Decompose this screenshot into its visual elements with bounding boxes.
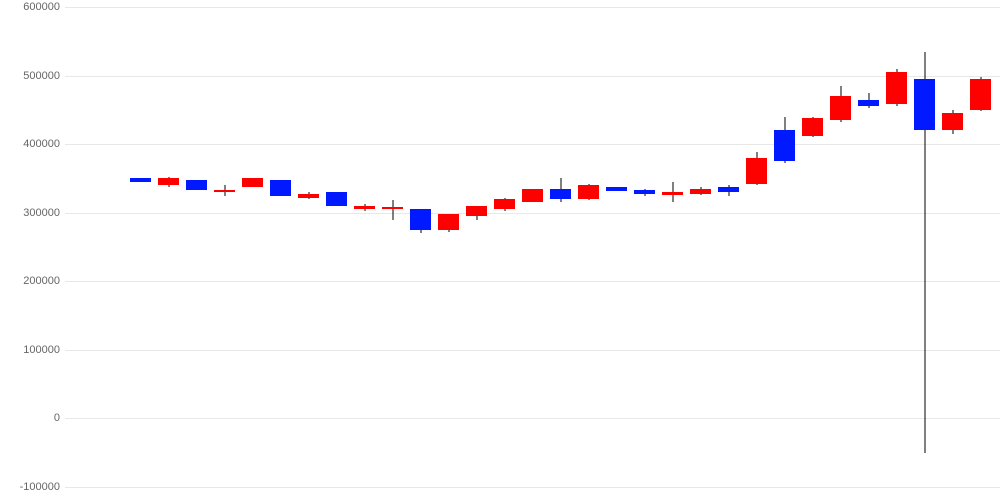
candle — [214, 0, 235, 500]
candle-body — [662, 192, 683, 195]
candlestick-chart: -100000 0 100000 200000 300000 400000 500000 60… — [0, 0, 1000, 500]
candle — [886, 0, 907, 500]
candle-body — [298, 194, 319, 197]
y-tick-label: 100000 — [5, 344, 60, 356]
candle-body — [718, 187, 739, 192]
candle-body — [970, 79, 991, 110]
candle-body — [634, 190, 655, 193]
candle — [802, 0, 823, 500]
candle-body — [886, 72, 907, 104]
candle — [662, 0, 683, 500]
candle — [550, 0, 571, 500]
candle — [858, 0, 879, 500]
candle — [774, 0, 795, 500]
candle-body — [214, 190, 235, 192]
candle-body — [438, 214, 459, 230]
candle-body — [830, 96, 851, 120]
candle-body — [186, 180, 207, 190]
candle — [130, 0, 151, 500]
candle-body — [942, 113, 963, 130]
candle-body — [522, 189, 543, 203]
candle-body — [494, 199, 515, 209]
candle-body — [550, 189, 571, 199]
candle — [494, 0, 515, 500]
candle-body — [858, 100, 879, 107]
y-tick-label: 0 — [5, 412, 60, 424]
candle — [830, 0, 851, 500]
candle-body — [242, 178, 263, 186]
candle — [186, 0, 207, 500]
y-tick-label: 500000 — [5, 70, 60, 82]
candle — [158, 0, 179, 500]
candle-body — [466, 206, 487, 216]
candle-body — [774, 130, 795, 161]
candle-body — [326, 192, 347, 206]
candle — [466, 0, 487, 500]
candle-body — [158, 178, 179, 185]
candle — [354, 0, 375, 500]
candle-body — [270, 180, 291, 196]
candle — [690, 0, 711, 500]
candle-body — [690, 189, 711, 194]
candle — [298, 0, 319, 500]
candle-body — [382, 207, 403, 209]
candle-body — [130, 178, 151, 181]
candle — [382, 0, 403, 500]
candle — [438, 0, 459, 500]
y-tick-label: -100000 — [5, 481, 60, 493]
y-tick-label: 400000 — [5, 138, 60, 150]
candle-body — [606, 187, 627, 191]
candle — [326, 0, 347, 500]
candle — [270, 0, 291, 500]
candle — [242, 0, 263, 500]
y-tick-label: 600000 — [5, 1, 60, 13]
candle-body — [410, 209, 431, 230]
candle-body — [354, 206, 375, 209]
y-tick-label: 300000 — [5, 207, 60, 219]
candle — [578, 0, 599, 500]
candle — [410, 0, 431, 500]
candle — [942, 0, 963, 500]
candle — [634, 0, 655, 500]
y-tick-label: 200000 — [5, 275, 60, 287]
candle — [970, 0, 991, 500]
candle-wick — [392, 200, 393, 219]
candle — [718, 0, 739, 500]
candle — [522, 0, 543, 500]
candle — [914, 0, 935, 500]
candle-body — [802, 118, 823, 136]
candle-body — [578, 185, 599, 199]
candle-body — [746, 158, 767, 184]
candle — [606, 0, 627, 500]
candle-body — [914, 79, 935, 130]
candle — [746, 0, 767, 500]
